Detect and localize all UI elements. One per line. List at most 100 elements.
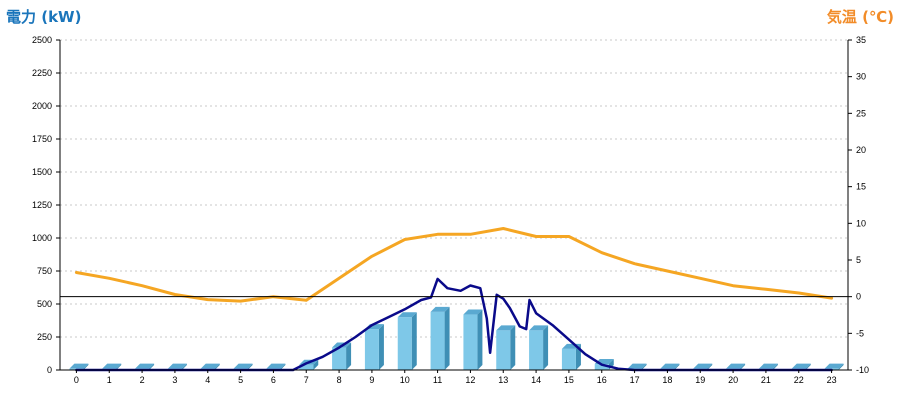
right-axis-title: 気温 (℃): [827, 8, 894, 26]
power-bar-side: [477, 309, 483, 370]
power-bar-side: [641, 363, 647, 370]
power-bar-top: [397, 312, 417, 318]
right-tick-label: 0: [856, 292, 861, 302]
power-bar: [463, 309, 483, 370]
power-bar-face: [332, 347, 347, 370]
x-tick-label: 4: [205, 375, 210, 385]
right-tick-label: 5: [856, 255, 861, 265]
power-bar-side: [674, 363, 680, 370]
power-bar-side: [838, 363, 844, 370]
power-bar-side: [116, 363, 122, 370]
power-bar-top: [627, 363, 647, 369]
power-bar: [364, 324, 384, 370]
power-bar-top: [463, 309, 483, 315]
right-tick-label: 35: [856, 35, 866, 45]
left-tick-label: 250: [37, 332, 52, 342]
left-axis-title: 電力 (kW): [6, 8, 81, 26]
power-bar-top: [430, 306, 450, 312]
left-tick-label: 0: [47, 365, 52, 375]
left-tick-label: 2500: [32, 35, 52, 45]
right-tick-label: -5: [856, 328, 864, 338]
right-tick-label: 10: [856, 218, 866, 228]
series-lines: [74, 227, 834, 372]
power-bar-top: [200, 363, 220, 369]
power-bar-top: [167, 363, 187, 369]
power-bar-top: [69, 363, 89, 369]
x-tick-label: 22: [794, 375, 804, 385]
power-bar-top: [660, 363, 680, 369]
grid-lines: [60, 39, 848, 338]
power-bar-face: [529, 330, 544, 370]
right-tick-label: 15: [856, 182, 866, 192]
power-bar-top: [791, 363, 811, 369]
x-tick-label: 19: [695, 375, 705, 385]
power-bar-top: [726, 363, 746, 369]
left-tick-label: 500: [37, 299, 52, 309]
power-bar-top: [824, 363, 844, 369]
left-tick-label: 1000: [32, 233, 52, 243]
power-bar-top: [529, 325, 549, 331]
power-bar-side: [740, 363, 746, 370]
power-bar-top: [496, 325, 516, 331]
power-bar-side: [214, 363, 220, 370]
right-tick-label: -10: [856, 365, 869, 375]
power-bar-face: [364, 329, 379, 370]
left-tick-label: 2250: [32, 68, 52, 78]
x-tick-label: 8: [337, 375, 342, 385]
left-tick-label: 1500: [32, 167, 52, 177]
power-bar-side: [313, 359, 319, 370]
power-bar-side: [83, 363, 89, 370]
power-bar: [529, 325, 549, 370]
power-bar-top: [758, 363, 778, 369]
left-tick-label: 1750: [32, 134, 52, 144]
power-bars: [69, 306, 844, 370]
x-tick-label: 18: [662, 375, 672, 385]
power-bar-side: [510, 325, 516, 370]
x-tick-label: 10: [400, 375, 410, 385]
power-bar: [430, 306, 450, 370]
power-bar-face: [594, 364, 609, 370]
x-tick-label: 15: [564, 375, 574, 385]
x-tick-label: 6: [271, 375, 276, 385]
power-bar-face: [496, 330, 511, 370]
x-tick-label: 13: [498, 375, 508, 385]
x-tick-label: 17: [630, 375, 640, 385]
left-tick-label: 750: [37, 266, 52, 276]
power-bar-side: [149, 363, 155, 370]
x-tick-label: 9: [369, 375, 374, 385]
x-tick-label: 7: [304, 375, 309, 385]
power-bar-side: [444, 306, 450, 370]
power-line: [75, 277, 833, 372]
x-tick-label: 0: [74, 375, 79, 385]
right-tick-label: 20: [856, 145, 866, 155]
power-bar-top: [102, 363, 122, 369]
x-tick-label: 1: [107, 375, 112, 385]
power-bar-side: [707, 363, 713, 370]
power-bar-face: [397, 317, 412, 370]
temperature-line: [74, 227, 834, 303]
x-tick-label: 21: [761, 375, 771, 385]
power-bar-side: [378, 324, 384, 370]
x-tick-label: 16: [597, 375, 607, 385]
power-bar-face: [430, 311, 445, 370]
left-tick-label: 2000: [32, 101, 52, 111]
x-tick-label: 14: [531, 375, 541, 385]
power-bar-side: [805, 363, 811, 370]
x-tick-label: 3: [172, 375, 177, 385]
power-bar-top: [233, 363, 253, 369]
x-tick-label: 5: [238, 375, 243, 385]
power-bar-side: [346, 342, 352, 370]
x-tick-label: 20: [728, 375, 738, 385]
right-tick-label: 25: [856, 108, 866, 118]
power-bar-top: [693, 363, 713, 369]
tick-labels: 02505007501000125015001750200022502500-1…: [32, 35, 869, 385]
power-bar-top: [266, 363, 286, 369]
axes: [56, 39, 852, 373]
x-tick-label: 2: [140, 375, 145, 385]
power-bar-face: [299, 364, 314, 370]
power-bar-face: [561, 348, 576, 370]
left-tick-label: 1250: [32, 200, 52, 210]
power-bar-face: [463, 314, 478, 370]
